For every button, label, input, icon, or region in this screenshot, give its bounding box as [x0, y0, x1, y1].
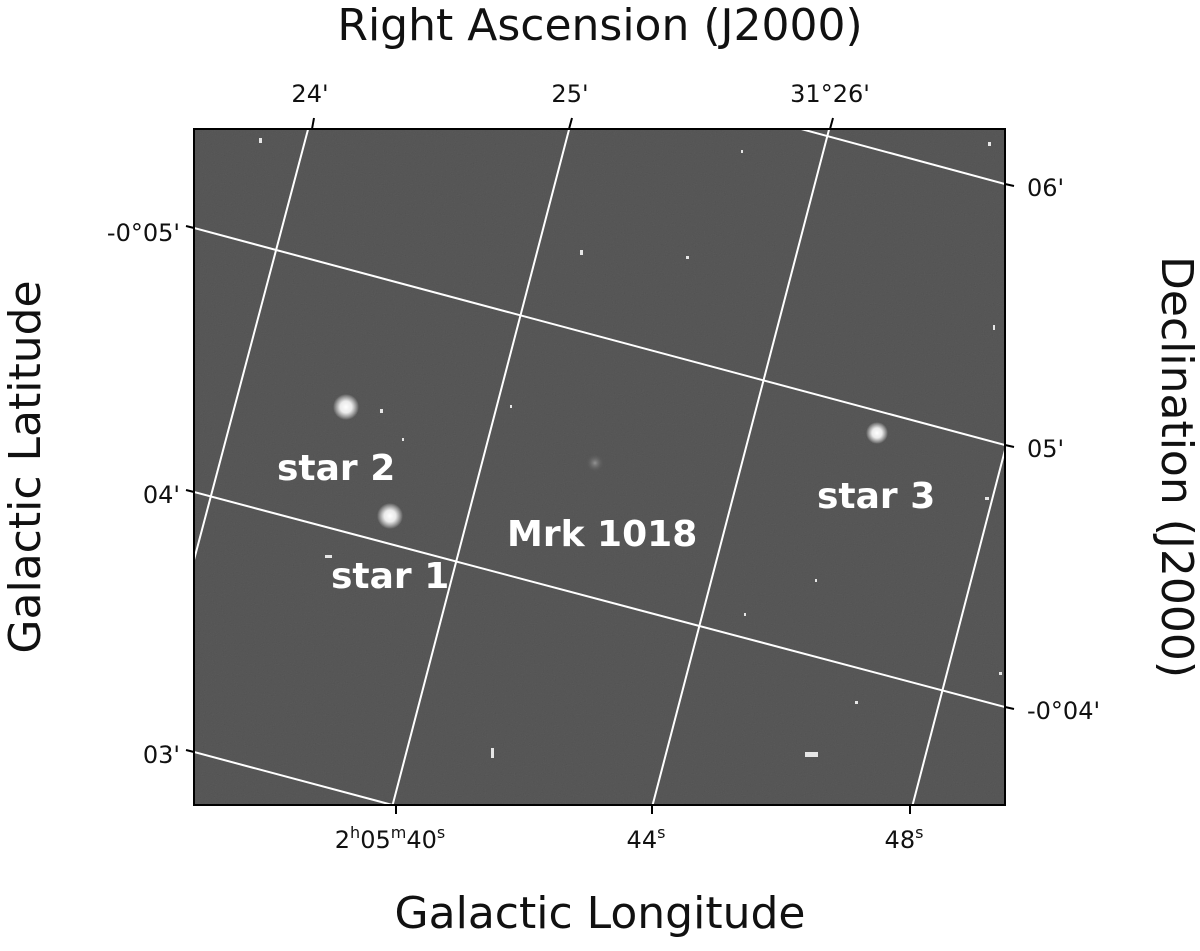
top-tick-label: 31°26'	[790, 80, 870, 108]
plot-frame	[193, 128, 1006, 806]
dec-grid-line-04	[194, 491, 1005, 708]
left-axis-title: Galactic Latitude	[0, 280, 51, 653]
ra-grid-line-24	[194, 129, 310, 564]
ra-grid-line-48	[911, 449, 1005, 805]
left-tick-label: -0°05'	[107, 219, 180, 247]
left-tick-label: 04'	[143, 481, 180, 509]
bottom-axis-title: Galactic Longitude	[395, 888, 806, 939]
dec-grid-line-05	[194, 227, 1005, 446]
top-tick-label: 24'	[291, 80, 328, 108]
top-axis-title: Right Ascension (J2000)	[337, 0, 862, 51]
right-tick-label: -0°04'	[1027, 697, 1100, 725]
right-tick-labels: 06' 05' -0°04'	[1027, 174, 1100, 725]
dec-grid-line-03	[194, 751, 397, 805]
left-tick-labels: -0°05' 04' 03'	[107, 219, 180, 769]
top-tick-label: 25'	[551, 80, 588, 108]
ra-grid-line-25	[391, 129, 571, 805]
right-tick-label: 05'	[1027, 435, 1064, 463]
bottom-tick-labels: 2h05m40s 44s 48s	[335, 823, 924, 854]
right-tick-label: 06'	[1027, 174, 1064, 202]
star-2-source	[333, 394, 359, 420]
mrk-1018-label: Mrk 1018	[507, 514, 697, 555]
faint-sources	[259, 138, 1002, 758]
dec-grid-line-06	[797, 129, 1005, 185]
left-tick-label: 03'	[143, 741, 180, 769]
object-labels: star 2 star 1 Mrk 1018 star 3	[277, 448, 935, 597]
star-1-source	[377, 503, 403, 529]
right-axis-title: Declination (J2000)	[1151, 256, 1200, 678]
bottom-tick-label: 48s	[885, 823, 924, 854]
ra-grid-line-26	[651, 129, 831, 805]
star-1-label: star 1	[331, 556, 449, 597]
star-3-label: star 3	[817, 476, 935, 517]
tick-marks	[185, 117, 1015, 814]
top-tick-labels: 24' 25' 31°26'	[291, 80, 869, 108]
star-3-source	[866, 422, 888, 444]
star-2-label: star 2	[277, 448, 395, 489]
coordinate-grid	[194, 129, 1005, 805]
bottom-tick-label-first: 2h05m40s	[335, 823, 445, 854]
bottom-tick-label: 44s	[627, 823, 666, 854]
mrk-1018-source	[586, 454, 604, 472]
sources	[259, 138, 1002, 758]
